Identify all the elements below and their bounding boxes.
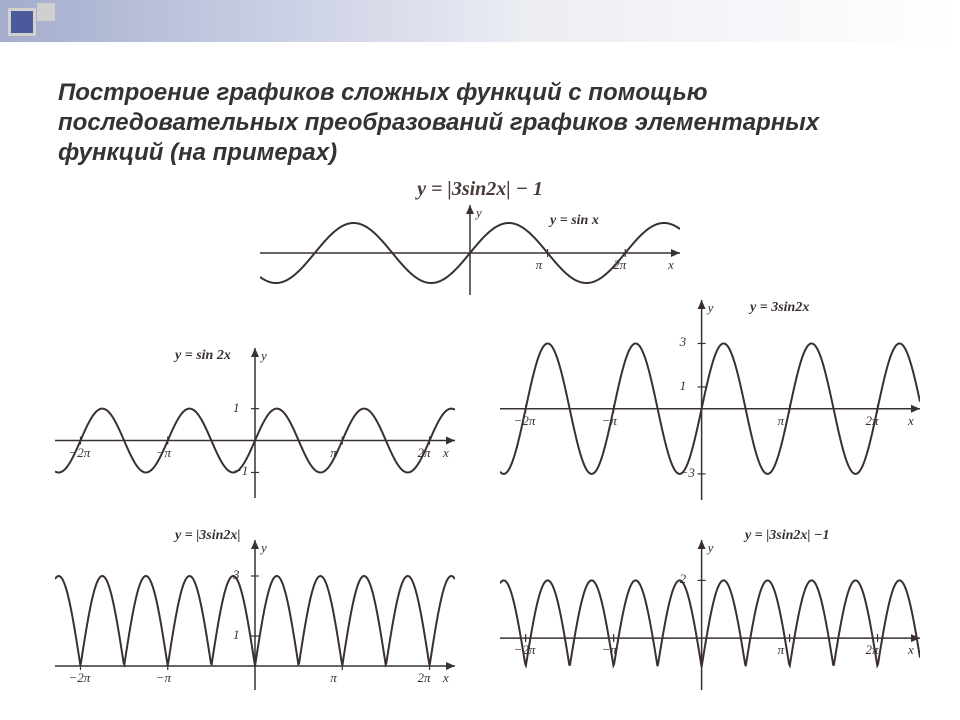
xtick-label: −2π	[68, 670, 90, 686]
y-axis-label: y	[708, 540, 714, 556]
y-axis-label: y	[476, 205, 482, 221]
x-axis-label: x	[443, 670, 449, 686]
y-axis-label: y	[261, 540, 267, 556]
xtick-label: π	[536, 257, 543, 273]
y-axis-label: y	[261, 348, 267, 364]
xtick-label: −2π	[514, 642, 536, 658]
xtick-label: 2π	[613, 257, 626, 273]
chart-title: y = |3sin2x|	[175, 528, 240, 544]
x-axis-label: x	[908, 413, 914, 429]
chart-c5: −2π−ππ2π2yxy = |3sin2x| −1	[500, 540, 920, 690]
xtick-label: π	[330, 670, 337, 686]
x-axis-label: x	[908, 642, 914, 658]
page-title: Построение графиков сложных функций с по…	[58, 78, 890, 168]
xtick-label: 2π	[418, 670, 431, 686]
xtick-label: 2π	[418, 445, 431, 461]
ytick-label: 1	[233, 627, 240, 643]
y-axis-label: y	[708, 300, 714, 316]
xtick-label: −2π	[68, 445, 90, 461]
chart-title: y = sin x	[550, 213, 599, 229]
xtick-label: −π	[156, 670, 171, 686]
chart-c3: −2π −π π 2π 1 3 −3 y x y = 3sin2x	[500, 300, 920, 500]
header-gradient	[0, 0, 960, 42]
chart-svg	[260, 205, 680, 295]
chart-svg	[500, 300, 920, 500]
ytick-label: 1	[233, 400, 240, 416]
chart-c2: −2π −π π 2π 1 −1 y x y = sin 2x	[55, 348, 455, 498]
chart-svg	[500, 540, 920, 690]
xtick-label: π	[778, 413, 785, 429]
xtick-label: 2π	[866, 413, 879, 429]
chart-title: y = |3sin2x| −1	[745, 528, 829, 544]
chart-title: y = sin 2x	[175, 348, 231, 364]
x-axis-label: x	[443, 445, 449, 461]
chart-svg	[55, 540, 455, 690]
chart-title: y = 3sin2x	[750, 300, 809, 316]
x-axis-label: x	[668, 257, 674, 273]
chart-c4: −2π−ππ2π13yxy = |3sin2x|	[55, 540, 455, 690]
ytick-label: 1	[680, 378, 687, 394]
ytick-label: −1	[233, 463, 248, 479]
chart-c1: π 2π y x y = sin x	[260, 205, 680, 295]
chart-svg	[55, 348, 455, 498]
ytick-label: −3	[680, 465, 695, 481]
xtick-label: π	[778, 642, 785, 658]
ytick-label: 2	[680, 571, 687, 587]
xtick-label: 2π	[866, 642, 879, 658]
xtick-label: −π	[602, 413, 617, 429]
xtick-label: π	[330, 445, 337, 461]
ytick-label: 3	[680, 334, 687, 350]
xtick-label: −π	[602, 642, 617, 658]
xtick-label: −π	[156, 445, 171, 461]
ytick-label: 3	[233, 567, 240, 583]
logo-square	[8, 8, 36, 36]
xtick-label: −2π	[514, 413, 536, 429]
main-formula: y = |3sin2x| − 1	[0, 178, 960, 201]
curve	[500, 580, 920, 667]
